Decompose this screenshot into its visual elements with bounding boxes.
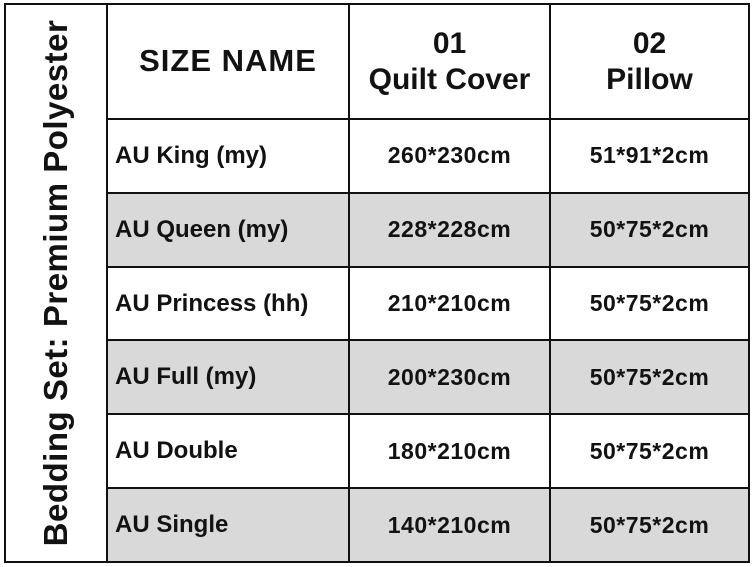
table-row: AU Double 180*210cm 50*75*2cm <box>108 413 748 488</box>
pillow-cell: 50*75*2cm <box>549 191 748 266</box>
pillow-cell: 51*91*2cm <box>549 118 748 192</box>
table-row: AU King (my) 260*230cm 51*91*2cm <box>108 118 748 192</box>
size-table: SIZE NAME 01 Quilt Cover 02 Pillow AU Ki… <box>108 5 748 561</box>
size-name-cell: AU Queen (my) <box>108 191 348 266</box>
quilt-cover-cell: 180*210cm <box>348 413 549 488</box>
size-name-cell: AU Double <box>108 413 348 487</box>
pillow-cell: 50*75*2cm <box>549 487 748 561</box>
pillow-cell: 50*75*2cm <box>549 413 748 488</box>
header-size-name: SIZE NAME <box>139 43 317 79</box>
header-pillow: 02 Pillow <box>549 5 748 118</box>
size-chart-frame: Bedding Set: Premium Polyester SIZE NAME… <box>4 3 750 563</box>
table-row: AU Single 140*210cm 50*75*2cm <box>108 487 748 561</box>
pillow-cell: 50*75*2cm <box>549 265 748 340</box>
pillow-cell: 50*75*2cm <box>549 339 748 414</box>
header-quilt-number: 01 <box>432 27 467 61</box>
size-name-cell: AU Single <box>108 487 348 561</box>
table-header-row: SIZE NAME 01 Quilt Cover 02 Pillow <box>108 5 748 118</box>
product-label-strip: Bedding Set: Premium Polyester <box>6 5 108 561</box>
quilt-cover-cell: 210*210cm <box>348 265 549 340</box>
table-row: AU Full (my) 200*230cm 50*75*2cm <box>108 339 748 414</box>
product-label: Bedding Set: Premium Polyester <box>37 19 74 547</box>
size-name-cell: AU King (my) <box>108 118 348 192</box>
header-quilt-cover: 01 Quilt Cover <box>348 5 549 118</box>
header-pillow-label: Pillow <box>606 62 693 96</box>
quilt-cover-cell: 228*228cm <box>348 191 549 266</box>
header-quilt-label: Quilt Cover <box>368 62 531 96</box>
size-name-cell: AU Princess (hh) <box>108 265 348 340</box>
header-pillow-number: 02 <box>632 27 667 61</box>
table-row: AU Queen (my) 228*228cm 50*75*2cm <box>108 191 748 266</box>
table-row: AU Princess (hh) 210*210cm 50*75*2cm <box>108 265 748 340</box>
size-name-cell: AU Full (my) <box>108 339 348 414</box>
quilt-cover-cell: 260*230cm <box>348 118 549 192</box>
quilt-cover-cell: 140*210cm <box>348 487 549 561</box>
quilt-cover-cell: 200*230cm <box>348 339 549 414</box>
